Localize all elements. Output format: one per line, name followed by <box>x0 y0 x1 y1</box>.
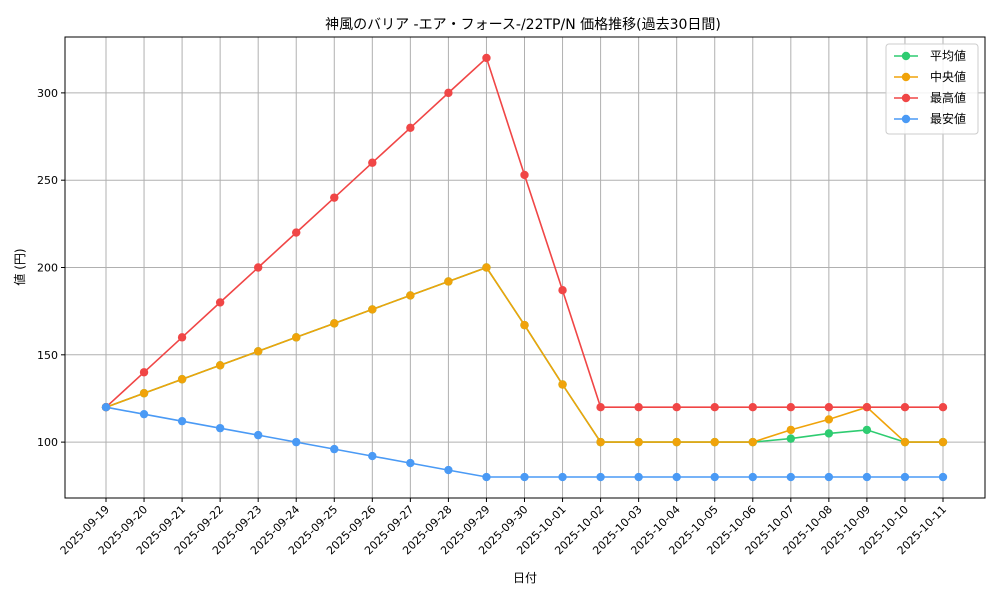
data-point <box>444 277 453 286</box>
data-point <box>253 347 263 356</box>
data-point <box>786 402 796 412</box>
series-3 <box>101 402 948 482</box>
data-point <box>139 368 149 377</box>
data-point <box>482 263 491 272</box>
data-point <box>101 402 111 412</box>
data-point <box>596 437 605 447</box>
data-point <box>710 437 719 447</box>
data-point <box>938 402 948 412</box>
data-point <box>862 425 872 435</box>
data-point <box>215 423 225 433</box>
data-point <box>558 286 567 295</box>
data-point <box>368 451 377 461</box>
data-point <box>482 472 491 482</box>
data-point <box>558 472 567 482</box>
data-point <box>558 380 567 389</box>
legend-marker <box>901 114 911 124</box>
data-point <box>634 437 643 447</box>
legend-marker <box>901 72 911 82</box>
data-point <box>482 53 491 63</box>
data-point <box>330 319 339 328</box>
data-point <box>139 389 149 398</box>
data-point <box>634 472 643 482</box>
y-axis-label: 値 (円) <box>12 248 27 285</box>
data-point <box>177 416 187 426</box>
data-point <box>330 193 339 202</box>
y-tick-label: 100 <box>37 436 58 449</box>
data-point <box>900 402 910 412</box>
data-point <box>406 291 415 300</box>
data-point <box>139 409 149 419</box>
data-point <box>672 472 681 482</box>
data-point <box>862 402 872 412</box>
y-tick-label: 300 <box>37 87 58 100</box>
data-point <box>292 437 301 447</box>
legend-marker <box>901 93 911 103</box>
data-point <box>748 437 757 447</box>
data-point <box>444 88 453 98</box>
data-point <box>520 320 529 330</box>
data-point <box>900 437 910 447</box>
data-point <box>938 472 948 482</box>
data-point <box>292 333 301 342</box>
legend-item: 中央値 <box>894 69 966 84</box>
data-point <box>862 472 872 482</box>
data-point <box>824 429 834 438</box>
chart-title: 神風のバリア -エア・フォース-/22TP/N 価格推移(過去30日間) <box>325 17 721 33</box>
legend-label: 最安値 <box>930 111 966 126</box>
data-point <box>177 375 187 384</box>
legend-label: 平均値 <box>930 48 966 63</box>
x-axis-label: 日付 <box>513 571 537 585</box>
data-point <box>824 415 834 424</box>
data-point <box>938 437 948 447</box>
legend-label: 最高値 <box>930 90 966 105</box>
y-tick-label: 250 <box>37 174 58 187</box>
data-point <box>406 123 415 133</box>
data-point <box>292 228 301 237</box>
data-point <box>253 263 263 272</box>
data-point <box>215 298 225 307</box>
data-point <box>672 437 681 447</box>
y-tick-label: 200 <box>37 262 58 275</box>
data-point <box>215 361 225 370</box>
data-point <box>748 472 757 482</box>
data-point <box>672 402 681 412</box>
legend-item: 最安値 <box>894 111 966 126</box>
data-point <box>824 472 834 482</box>
legend-item: 最高値 <box>894 90 966 105</box>
data-point <box>520 472 529 482</box>
legend-marker <box>901 51 911 61</box>
data-point <box>748 402 757 412</box>
data-point <box>444 465 453 475</box>
grid <box>65 37 985 498</box>
legend-label: 中央値 <box>930 69 966 84</box>
data-point <box>786 434 796 443</box>
legend-box <box>885 43 979 135</box>
data-point <box>596 402 605 412</box>
y-tick-label: 150 <box>37 349 58 362</box>
data-point <box>900 472 910 482</box>
data-point <box>786 472 796 482</box>
data-point <box>786 425 796 435</box>
data-point <box>710 472 719 482</box>
data-point <box>368 305 377 314</box>
series-2 <box>101 53 948 412</box>
data-point <box>520 170 529 180</box>
data-point <box>824 402 834 412</box>
legend-item: 平均値 <box>894 48 966 63</box>
series-layer <box>101 53 948 482</box>
data-point <box>330 444 339 454</box>
data-point <box>253 430 263 440</box>
data-point <box>368 158 377 167</box>
data-point <box>596 472 605 482</box>
data-point <box>710 402 719 412</box>
data-point <box>634 402 643 412</box>
data-point <box>406 458 415 468</box>
data-point <box>177 333 187 342</box>
